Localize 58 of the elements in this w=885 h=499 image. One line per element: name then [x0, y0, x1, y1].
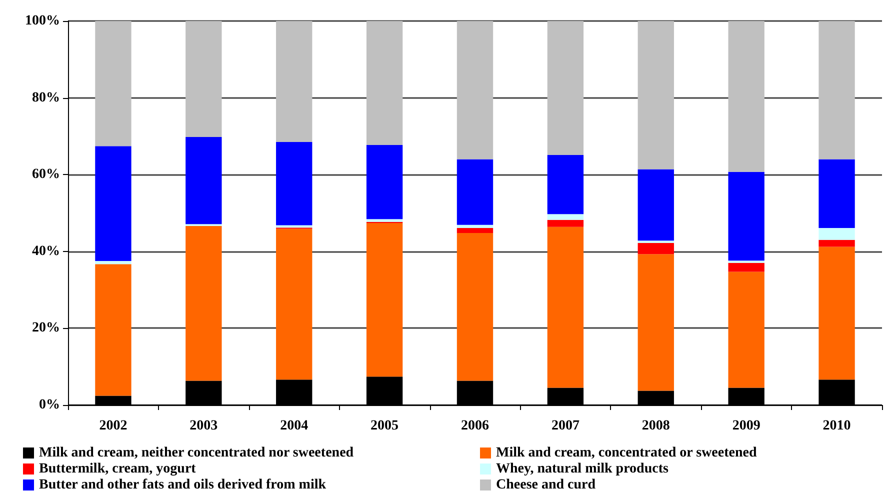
- bar: [547, 226, 584, 388]
- y-tick-label: 60%: [32, 167, 60, 182]
- bar: [95, 21, 132, 146]
- bar: [276, 21, 312, 142]
- legend-label: Cheese and curd: [496, 478, 596, 492]
- bar: [186, 21, 222, 137]
- bar: [638, 242, 674, 254]
- legend-label: Butter and other fats and oils derived from milk: [39, 478, 326, 492]
- x-tick-label: 2002: [99, 418, 128, 434]
- bar: [728, 272, 764, 388]
- y-tick-label: 0%: [39, 398, 60, 412]
- y-tick-label: 40%: [32, 244, 60, 259]
- bar: [276, 142, 312, 226]
- x-tick-label: 2006: [461, 418, 489, 434]
- bar: [818, 246, 855, 380]
- bar: [366, 21, 403, 146]
- bar: [456, 159, 494, 225]
- y-tick-label: 100%: [25, 14, 60, 28]
- bar: [547, 214, 584, 220]
- bar: [366, 145, 403, 220]
- bar: [366, 219, 403, 222]
- bar: [186, 226, 222, 381]
- bar: [818, 159, 855, 228]
- legend-label: Buttermilk, cream, yogurt: [39, 462, 196, 476]
- bar: [547, 21, 584, 156]
- bar: [638, 254, 674, 391]
- bar: [547, 220, 584, 227]
- bar: [547, 155, 584, 214]
- bar: [366, 222, 403, 377]
- x-tick-label: 2007: [551, 418, 580, 434]
- bar: [456, 232, 494, 381]
- bar: [728, 172, 764, 261]
- bar: [276, 228, 312, 380]
- bar: [456, 228, 494, 233]
- bar: [638, 21, 674, 170]
- bar: [456, 224, 494, 228]
- bar: [818, 228, 855, 240]
- x-tick-label: 2008: [642, 418, 670, 434]
- bar: [638, 169, 674, 241]
- x-tick-label: 2003: [190, 418, 218, 434]
- x-tick-label: 2004: [280, 418, 308, 434]
- bar: [95, 146, 132, 261]
- legend-label: Milk and cream, concentrated or sweetened: [496, 446, 757, 460]
- bar: [95, 261, 132, 264]
- bar: [728, 21, 764, 172]
- y-tick-label: 20%: [32, 320, 60, 336]
- bar: [95, 264, 132, 396]
- bar: [818, 240, 855, 247]
- x-tick-label: 2005: [370, 418, 399, 434]
- legend-label: Milk and cream, neither concentrated nor sweetened: [39, 446, 354, 460]
- bar: [456, 21, 494, 160]
- bar: [818, 21, 855, 160]
- x-tick-label: 2010: [822, 418, 851, 434]
- legend-label: Whey, natural milk products: [496, 462, 669, 476]
- y-tick-label: 80%: [32, 90, 60, 106]
- bar: [186, 136, 222, 224]
- bar: [728, 262, 764, 272]
- x-tick-label: 2009: [732, 418, 760, 434]
